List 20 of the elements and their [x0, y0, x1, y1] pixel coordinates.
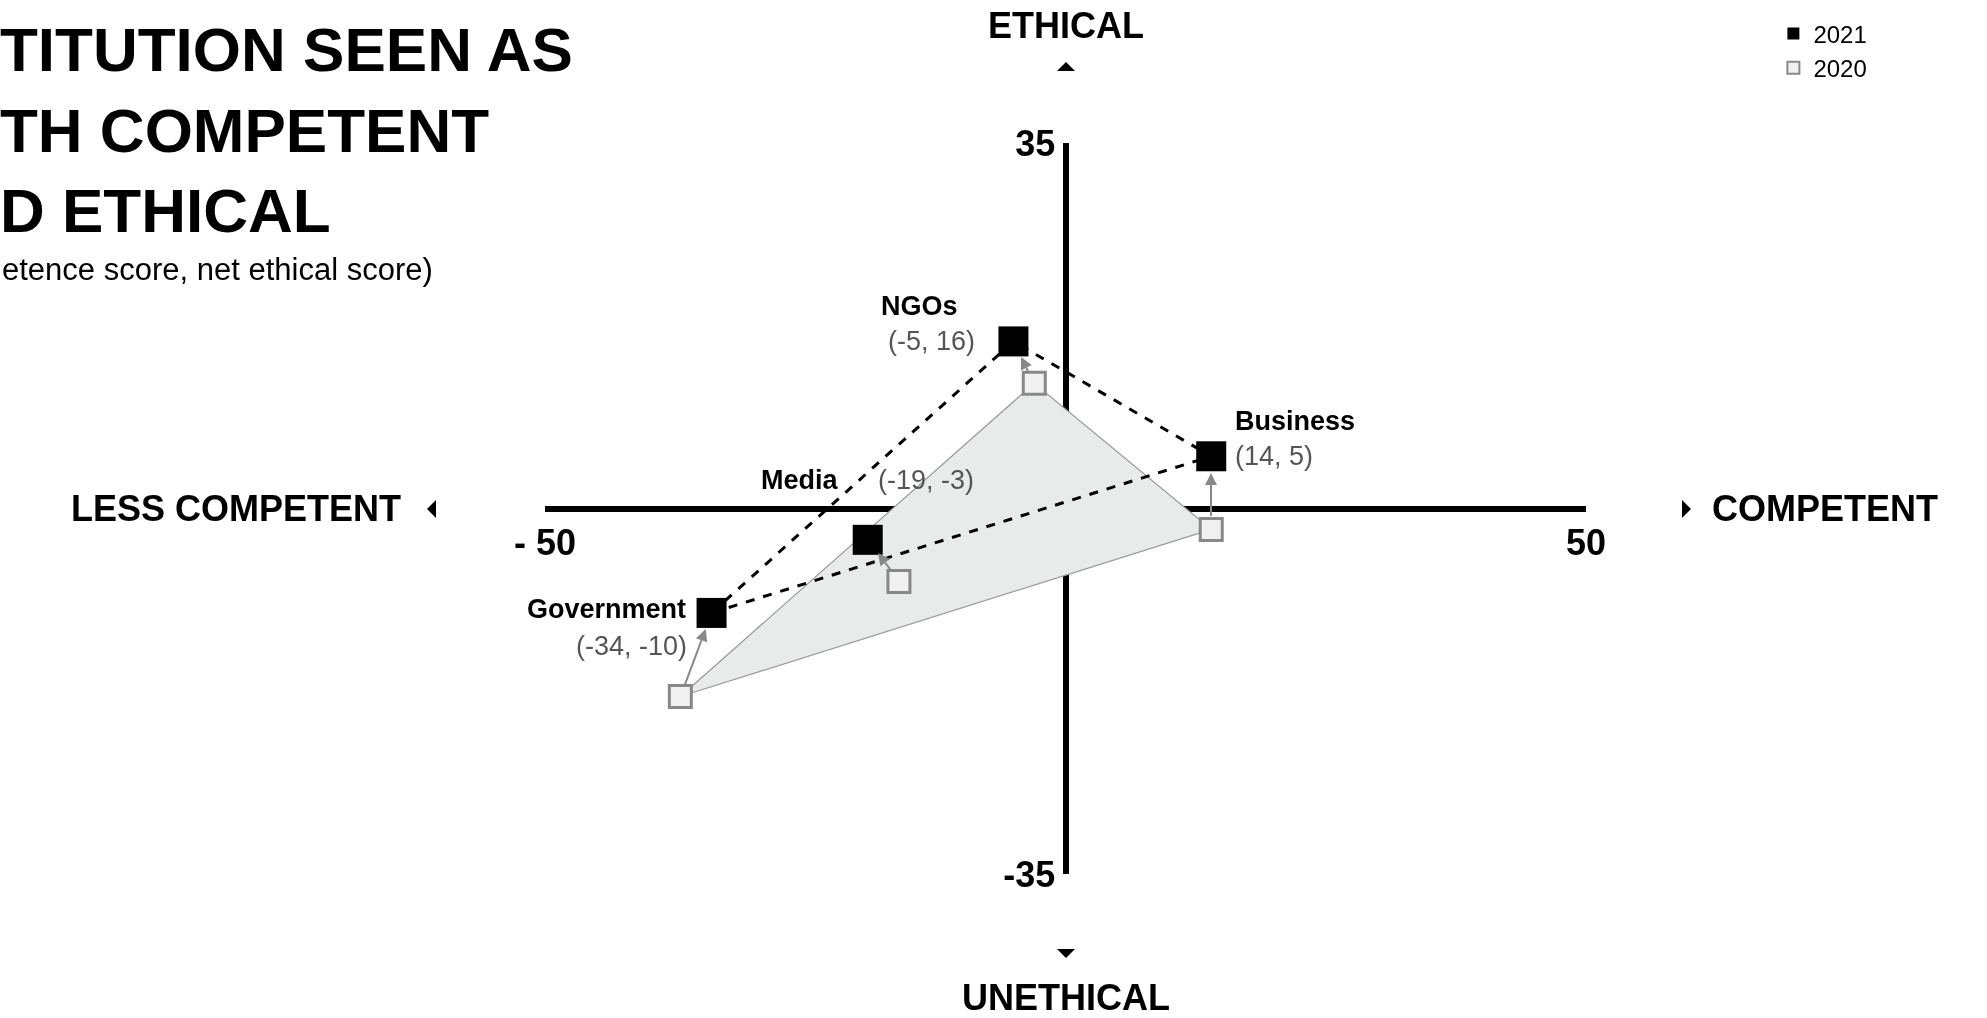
legend-label: 2020: [1813, 55, 1867, 83]
annotation: Business: [1235, 406, 1356, 436]
x-tick-label: - 50: [513, 521, 577, 563]
annotation: Media: [761, 465, 839, 495]
annotation: Government: [527, 594, 687, 624]
y-axis-title: ETHICAL: [988, 5, 1144, 46]
legend-label: 2021: [1813, 20, 1867, 48]
data-label: (-19, -3): [878, 465, 975, 495]
chart-title: TITUTION SEEN AS TH COMPETENT D ETHICAL: [0, 15, 573, 246]
x-tick-label: 50: [1565, 521, 1607, 563]
text: etence score, net ethical score): [2, 252, 433, 287]
y-tick-label: 35: [1015, 122, 1056, 164]
x-axis-title: COMPETENT: [1712, 488, 1939, 529]
data-label: (14, 5): [1235, 441, 1314, 471]
data-label: (-5, 16): [888, 326, 976, 356]
text: UNETHICAL: [962, 977, 1170, 1018]
y-tick-label: -35: [1003, 853, 1056, 895]
text: LESS COMPETENT: [71, 488, 402, 529]
annotation: NGOs: [881, 291, 958, 321]
data-label: (-34, -10): [576, 631, 688, 661]
